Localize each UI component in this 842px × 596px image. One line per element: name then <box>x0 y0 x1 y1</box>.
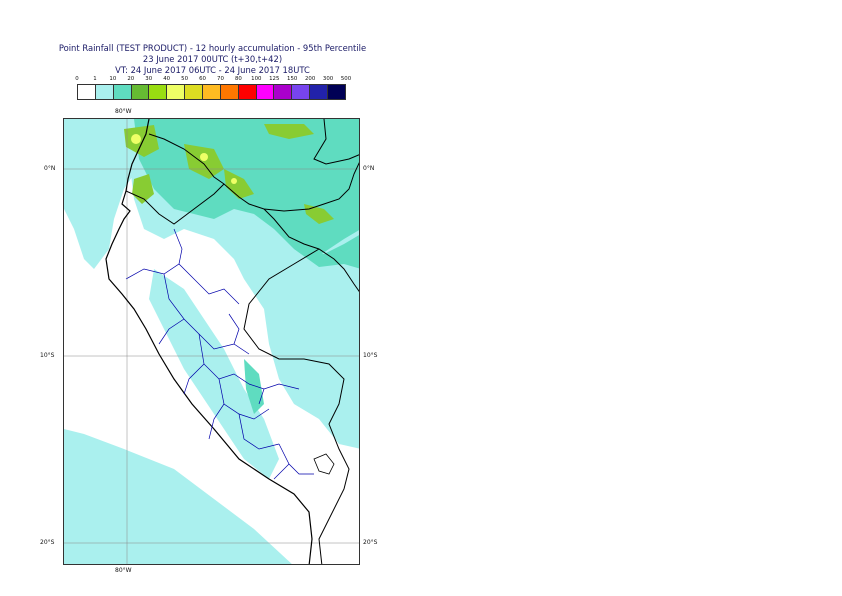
rain-area-green-3 <box>224 169 254 199</box>
coastline <box>105 119 313 564</box>
legend-swatch <box>78 85 96 99</box>
lat-label-right-0: 0°N <box>363 165 375 172</box>
legend-swatch <box>113 85 132 99</box>
legend-tick-label: 125 <box>269 76 280 82</box>
legend-tick-label: 50 <box>181 76 189 82</box>
rain-area-green-2 <box>184 144 224 179</box>
lat-label-right-20: 20°S <box>363 539 378 546</box>
legend-swatch <box>149 85 168 99</box>
legend-swatch <box>131 85 150 99</box>
legend-ticks: 0 1 10 20 30 40 50 60 70 80 100 125 150 200 300 500 <box>70 76 352 86</box>
legend-tick-label: 20 <box>127 76 135 82</box>
legend-tick-label: 0 <box>75 76 79 82</box>
lat-label-left-0: 0°N <box>44 165 56 172</box>
legend-swatch <box>238 85 257 99</box>
rain-area-green-4 <box>264 124 314 139</box>
legend-swatch <box>220 85 239 99</box>
legend-tick-label: 80 <box>234 76 242 82</box>
legend-tick-label: 60 <box>199 76 206 82</box>
rain-cell-yellow-2 <box>200 153 208 161</box>
legend-swatch <box>328 85 345 99</box>
legend-swatch <box>310 85 329 99</box>
lat-label-left-20: 20°S <box>40 539 55 546</box>
map-svg <box>64 119 359 564</box>
legend-tick-label: 100 <box>251 76 262 82</box>
legend-tick-label: 300 <box>322 76 334 82</box>
rainfall-map <box>63 118 360 565</box>
rain-area-green-1 <box>124 125 159 157</box>
legend-tick-label: 150 <box>287 76 298 82</box>
legend-swatch <box>203 85 221 99</box>
border-colombia-ecuador <box>148 133 359 212</box>
rain-area-medium-andes <box>244 359 264 414</box>
rain-area-medium-east <box>294 235 359 269</box>
chart-title: Point Rainfall (TEST PRODUCT) - 12 hourl… <box>0 43 425 76</box>
legend-tick-label: 200 <box>304 76 316 82</box>
lat-label-left-10: 10°S <box>40 352 55 359</box>
rain-area-green-5 <box>304 204 334 224</box>
legend-swatch <box>292 85 311 99</box>
legend-swatch <box>256 85 275 99</box>
lake-titicaca <box>313 453 335 475</box>
rain-area-ocean-south <box>64 429 292 564</box>
lon-label-bottom: 80°W <box>115 567 132 574</box>
legend-swatch <box>95 85 114 99</box>
border-peru-brazil-south <box>243 248 350 564</box>
title-line-3: VT: 24 June 2017 06UTC - 24 June 2017 18… <box>115 65 310 75</box>
legend-colorbar <box>77 84 346 100</box>
rain-cell-yellow-3 <box>231 178 237 184</box>
legend-tick-label: 40 <box>163 76 171 82</box>
legend-tick-label: 30 <box>145 76 153 82</box>
border-colombia-venezuela <box>313 119 359 165</box>
rain-cell-yellow-1 <box>131 134 141 144</box>
legend-tick-label: 1 <box>93 76 97 82</box>
regional-borders <box>125 228 314 480</box>
title-line-1: Point Rainfall (TEST PRODUCT) - 12 hourl… <box>58 43 367 53</box>
legend-tick-label: 70 <box>217 76 224 82</box>
legend-swatch <box>167 85 186 99</box>
lon-label-top: 80°W <box>115 108 132 115</box>
title-line-2: 23 June 2017 00UTC (t+30,t+42) <box>142 54 283 64</box>
legend-tick-label: 10 <box>109 76 117 82</box>
border-ecuador-peru <box>125 183 225 225</box>
legend-swatch <box>185 85 204 99</box>
legend-tick-label: 500 <box>340 76 352 82</box>
lat-label-right-10: 10°S <box>363 352 378 359</box>
rain-area-east <box>264 309 359 449</box>
legend-swatch <box>274 85 293 99</box>
